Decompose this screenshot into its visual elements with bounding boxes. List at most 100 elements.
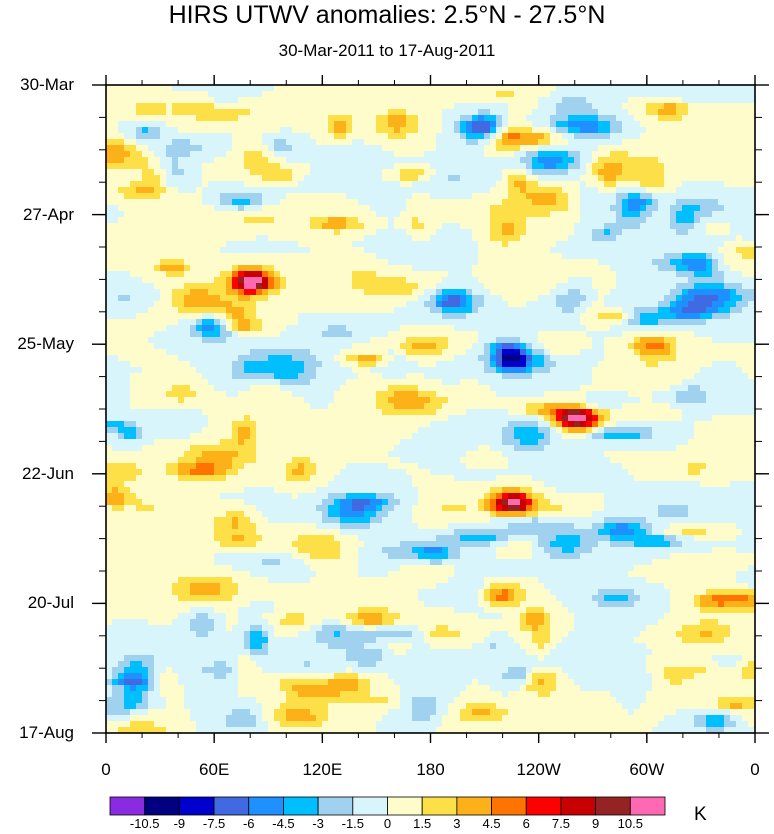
field-cell	[484, 265, 491, 272]
field-cell	[676, 343, 683, 350]
field-cell	[448, 349, 455, 356]
field-cell	[448, 169, 455, 176]
field-cell	[238, 253, 245, 260]
field-cell	[736, 205, 743, 212]
field-cell	[274, 109, 281, 116]
field-cell	[124, 259, 131, 266]
field-cell	[454, 319, 461, 326]
field-cell	[172, 307, 179, 314]
field-cell	[352, 325, 359, 332]
field-cell	[220, 301, 227, 308]
field-cell	[376, 217, 383, 224]
field-cell	[658, 343, 665, 350]
field-cell	[346, 331, 353, 338]
field-cell	[346, 337, 353, 344]
field-cell	[220, 337, 227, 344]
field-cell	[142, 295, 149, 302]
field-cell	[274, 325, 281, 332]
field-cell	[364, 217, 371, 224]
field-cell	[112, 301, 119, 308]
field-cell	[244, 265, 251, 272]
field-cell	[616, 187, 623, 194]
field-cell	[136, 307, 143, 314]
field-cell	[724, 205, 731, 212]
field-cell	[706, 289, 713, 296]
field-cell	[520, 121, 527, 128]
field-cell	[718, 97, 725, 104]
field-cell	[592, 349, 599, 356]
field-cell	[436, 235, 443, 242]
field-cell	[244, 235, 251, 242]
field-cell	[136, 199, 143, 206]
field-cell	[412, 319, 419, 326]
field-cell	[388, 241, 395, 248]
field-cell	[358, 151, 365, 158]
field-cell	[658, 127, 665, 134]
field-cell	[586, 163, 593, 170]
field-cell	[148, 247, 155, 254]
field-cell	[364, 115, 371, 122]
field-cell	[586, 271, 593, 278]
field-cell	[394, 97, 401, 104]
field-cell	[310, 211, 317, 218]
field-cell	[142, 175, 149, 182]
field-cell	[202, 301, 209, 308]
field-cell	[382, 349, 389, 356]
field-cell	[718, 307, 725, 314]
field-cell	[148, 169, 155, 176]
field-cell	[490, 271, 497, 278]
field-cell	[370, 265, 377, 272]
field-cell	[280, 343, 287, 350]
field-cell	[574, 235, 581, 242]
field-cell	[724, 163, 731, 170]
field-cell	[178, 217, 185, 224]
field-cell	[406, 211, 413, 218]
field-cell	[658, 283, 665, 290]
field-cell	[736, 115, 743, 122]
field-cell	[598, 355, 605, 362]
field-cell	[436, 307, 443, 314]
field-cell	[736, 271, 743, 278]
field-cell	[136, 295, 143, 302]
field-cell	[190, 283, 197, 290]
field-cell	[256, 289, 263, 296]
field-cell	[646, 223, 653, 230]
field-cell	[304, 115, 311, 122]
field-cell	[178, 259, 185, 266]
field-cell	[286, 301, 293, 308]
field-cell	[172, 211, 179, 218]
field-cell	[346, 187, 353, 194]
field-cell	[358, 211, 365, 218]
field-cell	[262, 121, 269, 128]
field-cell	[208, 223, 215, 230]
field-cell	[640, 235, 647, 242]
field-cell	[286, 295, 293, 302]
field-cell	[544, 355, 551, 362]
field-cell	[250, 229, 257, 236]
field-cell	[112, 181, 119, 188]
field-cell	[322, 229, 329, 236]
field-cell	[562, 355, 569, 362]
field-cell	[484, 337, 491, 344]
field-cell	[724, 271, 731, 278]
field-cell	[298, 151, 305, 158]
field-cell	[586, 331, 593, 338]
field-cell	[436, 253, 443, 260]
field-cell	[202, 235, 209, 242]
field-cell	[454, 235, 461, 242]
field-cell	[238, 169, 245, 176]
field-cell	[700, 139, 707, 146]
field-cell	[700, 85, 707, 92]
field-cell	[712, 163, 719, 170]
field-cell	[580, 343, 587, 350]
field-cell	[622, 169, 629, 176]
field-cell	[532, 115, 539, 122]
field-cell	[682, 289, 689, 296]
field-cell	[544, 325, 551, 332]
field-cell	[568, 277, 575, 284]
field-cell	[286, 139, 293, 146]
field-cell	[370, 205, 377, 212]
field-cell	[604, 325, 611, 332]
field-cell	[658, 259, 665, 266]
field-cell	[532, 133, 539, 140]
